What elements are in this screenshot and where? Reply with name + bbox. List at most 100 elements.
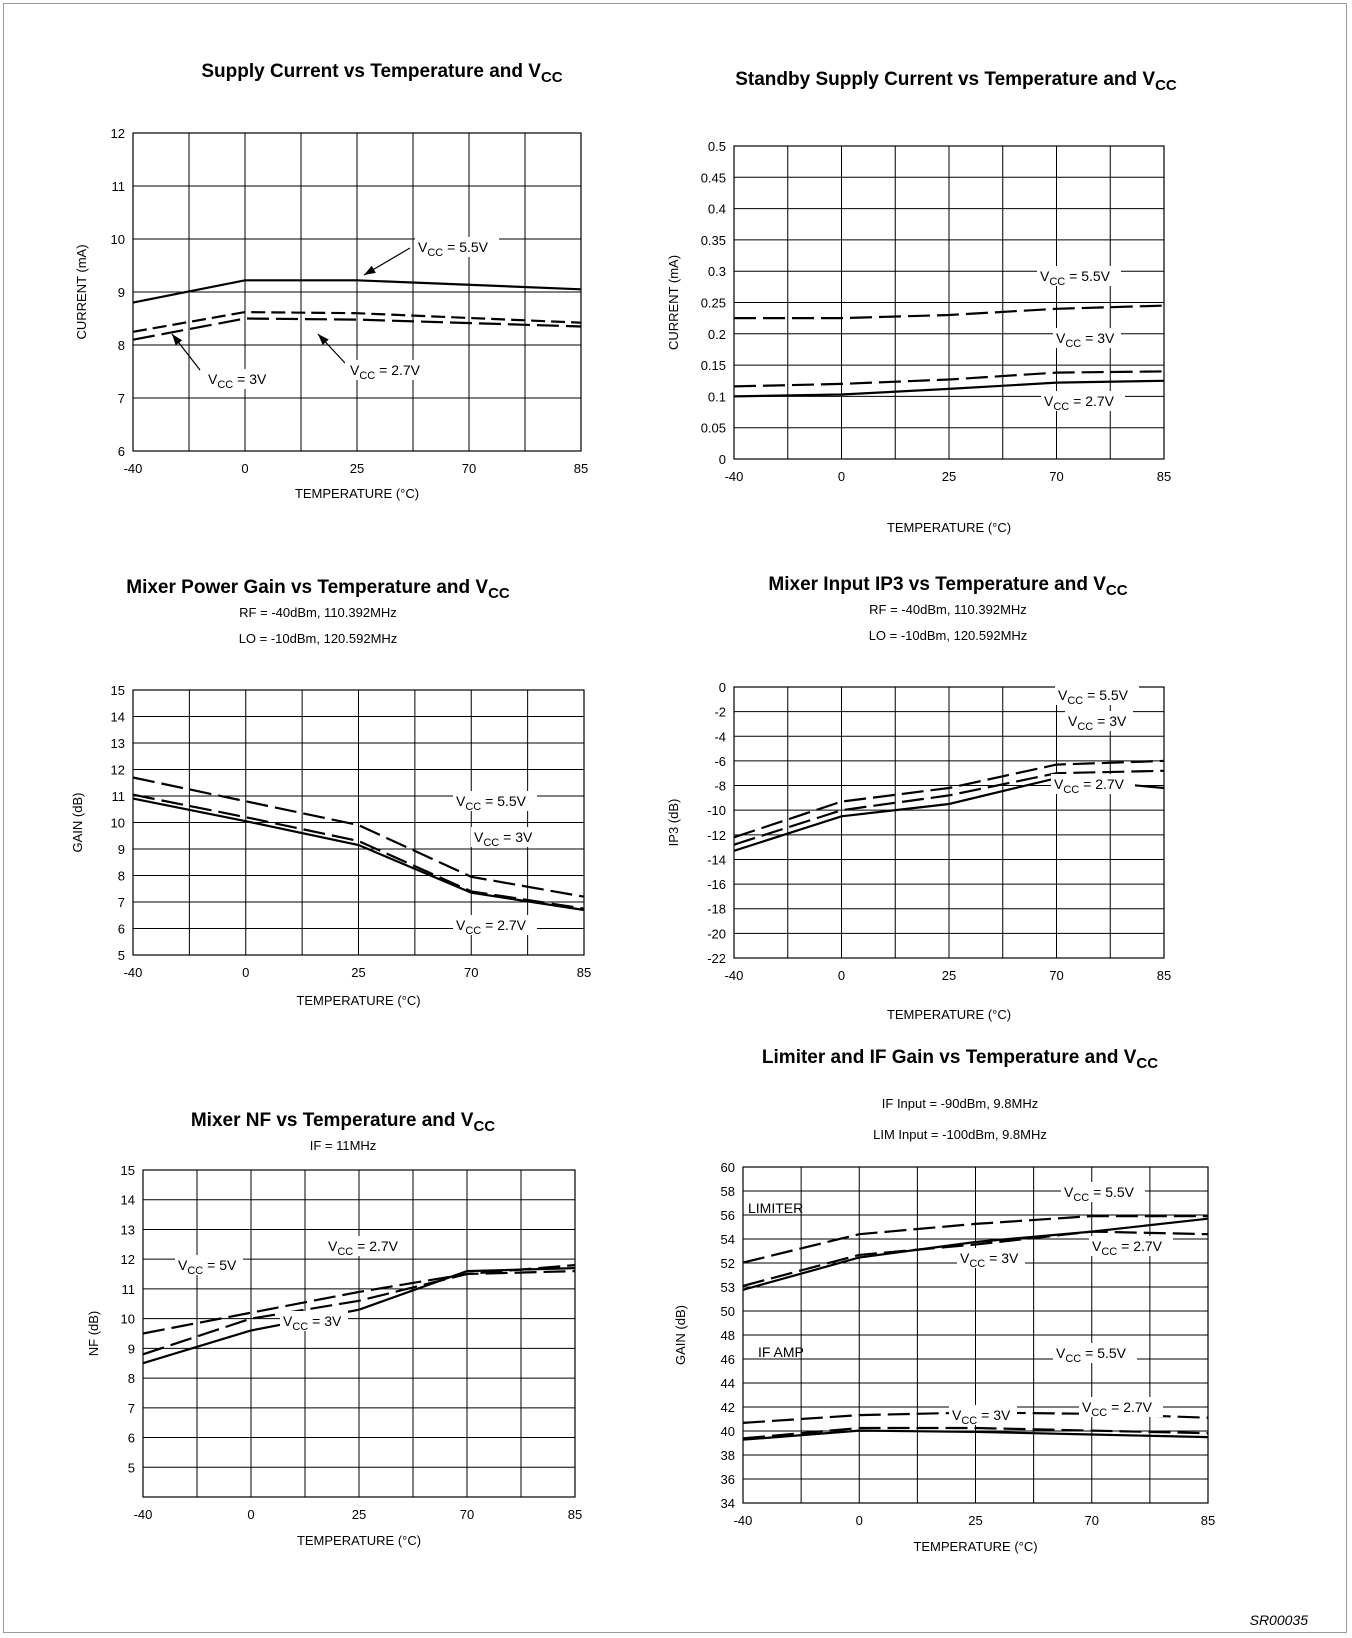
y-tick-label: 48: [721, 1328, 735, 1343]
chart-title-subscript: CC: [540, 69, 563, 86]
series-line: [132, 279, 582, 304]
series-annotation-text: VCC = 2.7V: [350, 362, 421, 382]
y-axis-label: CURRENT (mA): [666, 255, 681, 350]
x-tick-label: 0: [247, 1507, 254, 1522]
x-tick-label: -40: [124, 965, 143, 980]
y-tick-label: -4: [714, 729, 726, 744]
y-tick-label: 11: [122, 1282, 136, 1297]
chart-c6: 34 36 38 40 42 44 46 48 50 53 52 54 56 58 60 -40 0 25 70 85…: [673, 1160, 1215, 1554]
y-tick-label: -14: [707, 852, 726, 867]
y-tick-label: 54: [721, 1232, 735, 1247]
y-tick-label: 0.25: [701, 296, 726, 311]
chart-title-subscript: CC: [488, 585, 510, 602]
series-annotation-text: VCC = 5.5V: [1058, 687, 1129, 707]
series-line: [132, 317, 582, 341]
y-tick-label: -8: [714, 779, 726, 794]
y-axis-label: GAIN (dB): [70, 793, 85, 853]
y-tick-label: 5: [128, 1460, 135, 1475]
y-tick-label: 8: [118, 869, 125, 884]
chart-title-main: Standby Supply Current vs Temperature an…: [735, 69, 1156, 90]
annotation-backdrop: [453, 915, 537, 935]
chart-c5: 5 6 7 8 9 10 11 12 13 14 15 -40 0 25 70 85 TEMPERATURE (…: [86, 1163, 582, 1548]
plot-frame: [733, 686, 1165, 959]
y-axis-label: GAIN (dB): [673, 1305, 688, 1365]
chart-subtitle: LO = -10dBm, 120.592MHz: [238, 631, 398, 646]
x-axis-label: TEMPERATURE (°C): [296, 993, 420, 1008]
series-annotation-text: VCC = 3V: [1068, 713, 1127, 733]
annotation-backdrop: [1051, 774, 1135, 794]
y-tick-label: 0: [719, 680, 726, 695]
leader-arrowhead: [172, 334, 183, 346]
y-tick-label: 8: [128, 1371, 135, 1386]
series-line: [742, 1230, 1209, 1287]
y-tick-label: 60: [721, 1160, 735, 1175]
annotation-backdrop: [415, 237, 499, 257]
x-tick-label: 25: [942, 968, 956, 983]
series-annotation-text: VCC = 2.7V: [1054, 776, 1125, 796]
y-tick-label: 0.05: [701, 421, 726, 436]
x-tick-label: 0: [856, 1513, 863, 1528]
annotation-backdrop: [1053, 1343, 1137, 1363]
plot-frame: [742, 1166, 1209, 1504]
annotation-backdrop: [1089, 1236, 1173, 1256]
x-tick-label: 85: [1157, 469, 1171, 484]
x-tick-label: 85: [1157, 968, 1171, 983]
series-annotation-text: VCC = 3V: [283, 1313, 342, 1333]
y-tick-label: 56: [721, 1208, 735, 1223]
x-tick-label: -40: [725, 469, 744, 484]
x-tick-label: 70: [1049, 469, 1063, 484]
annotation-backdrop: [325, 1236, 409, 1256]
series-line: [132, 797, 585, 912]
x-tick-label: -40: [725, 968, 744, 983]
x-tick-label: 0: [838, 968, 845, 983]
x-tick-label: 25: [351, 965, 365, 980]
annotation-backdrop: [957, 1248, 1025, 1268]
series-line: [742, 1217, 1209, 1291]
annotation-backdrop: [949, 1405, 1017, 1425]
y-tick-label: 14: [121, 1193, 135, 1208]
y-tick-label: -18: [707, 902, 726, 917]
x-tick-label: 70: [1085, 1513, 1099, 1528]
series-annotation-text: VCC = 3V: [208, 371, 267, 391]
y-tick-label: 0.5: [708, 139, 726, 154]
y-tick-label: 9: [118, 842, 125, 857]
annotation-backdrop: [205, 369, 273, 389]
series-line: [734, 304, 1165, 320]
y-tick-label: 10: [121, 1312, 135, 1327]
annotation-backdrop: [175, 1255, 243, 1275]
y-tick-label: 12: [121, 1252, 135, 1267]
series-annotation-text: VCC = 2.7V: [1092, 1238, 1163, 1258]
y-tick-label: 58: [721, 1184, 735, 1199]
y-axis-label: CURRENT (mA): [74, 244, 89, 339]
y-axis-label: IP3 (dB): [666, 799, 681, 847]
annotation-backdrop: [1053, 328, 1121, 348]
annotation-backdrop: [1037, 266, 1121, 286]
x-tick-label: 25: [942, 469, 956, 484]
y-tick-label: 15: [121, 1163, 135, 1178]
chart-title-subscript: CC: [1136, 1055, 1159, 1072]
chart-title-subscript: CC: [473, 1118, 496, 1135]
y-tick-label: 0: [719, 452, 726, 467]
x-tick-label: 25: [352, 1507, 366, 1522]
x-axis-label: TEMPERATURE (°C): [297, 1533, 421, 1548]
x-tick-label: -40: [734, 1513, 753, 1528]
series-annotation-text: VCC = 2.7V: [456, 917, 527, 937]
chart-title-main: Mixer Power Gain vs Temperature and V: [126, 577, 489, 598]
y-tick-label: 13: [121, 1222, 135, 1237]
chart-title: Limiter and IF Gain vs Temperature and V…: [660, 1047, 1260, 1072]
plot-frame: [733, 145, 1165, 460]
y-tick-label: 13: [111, 736, 125, 751]
series-line: [733, 370, 1165, 388]
figure-code: SR00035: [1249, 1612, 1308, 1628]
x-axis-label: TEMPERATURE (°C): [887, 1007, 1011, 1022]
annotation-backdrop: [280, 1311, 348, 1331]
y-axis-label: NF (dB): [86, 1311, 101, 1357]
series-annotation: LIMITER: [748, 1200, 803, 1216]
annotation-backdrop: [1055, 685, 1139, 705]
series-annotation-text: VCC = 5.5V: [1040, 268, 1111, 288]
chart-title-main: Mixer NF vs Temperature and V: [190, 1110, 474, 1131]
x-tick-label: 85: [568, 1507, 582, 1522]
series-line: [142, 1267, 576, 1365]
x-tick-label: 0: [838, 469, 845, 484]
chart-title-subscript: CC: [1105, 582, 1128, 599]
